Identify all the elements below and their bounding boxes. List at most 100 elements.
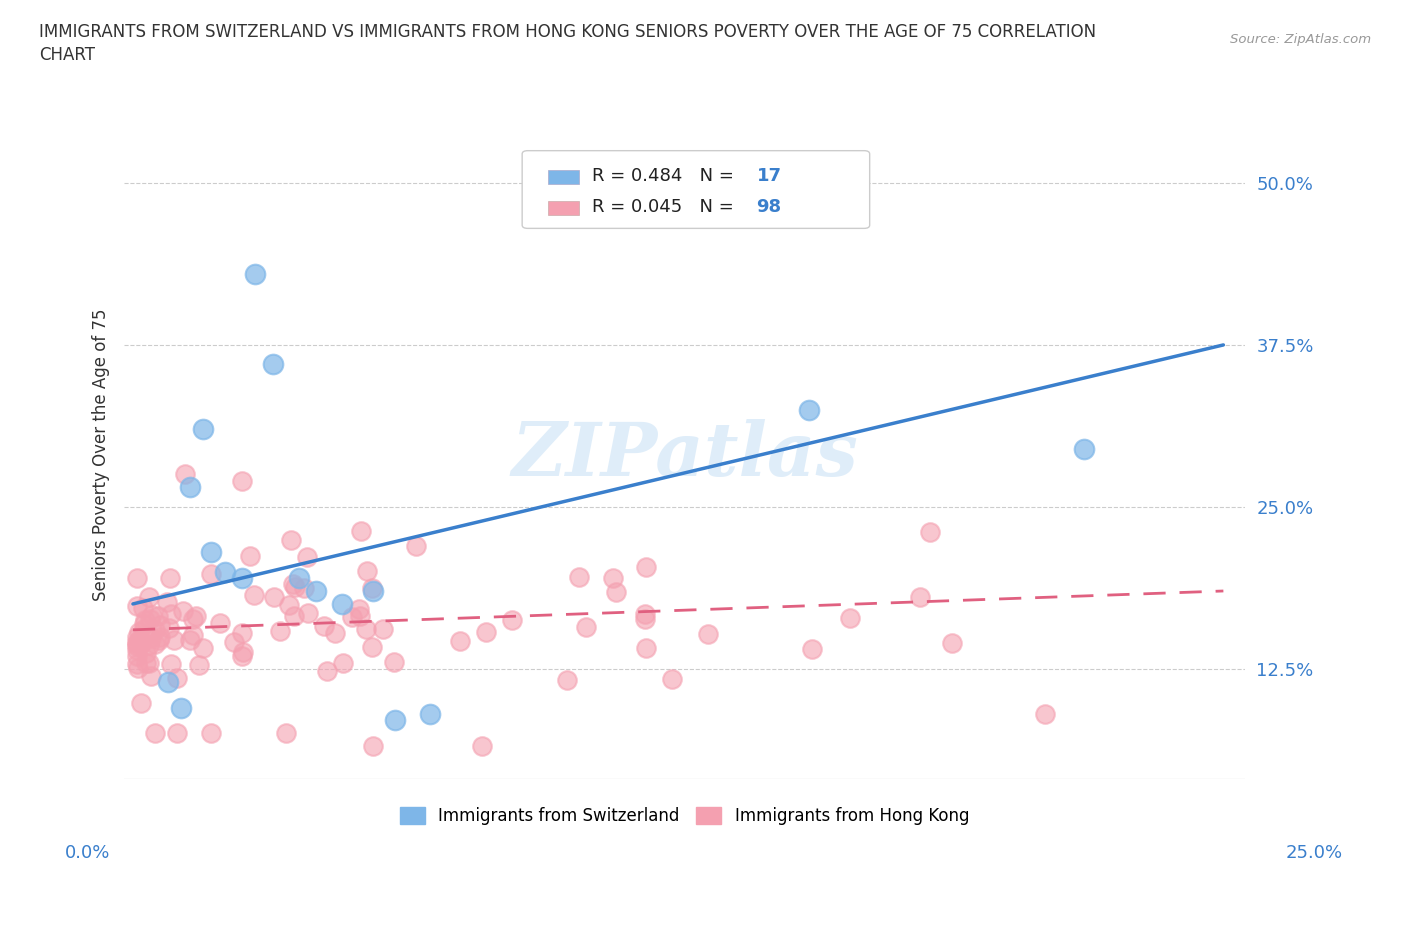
Point [127, 648, 149, 663]
FancyBboxPatch shape [522, 151, 870, 229]
Text: Source: ZipAtlas.com: Source: ZipAtlas.com [1230, 33, 1371, 46]
Point [373, 622, 395, 637]
Point [127, 637, 149, 652]
Point [696, 626, 718, 641]
Bar [548, 201, 579, 216]
Point [143, 726, 166, 741]
Bar [548, 170, 579, 184]
Point [159, 571, 181, 586]
Point [139, 669, 162, 684]
Point [287, 571, 309, 586]
Point [330, 596, 353, 611]
Point [243, 588, 266, 603]
Point [350, 524, 373, 538]
Point [172, 604, 194, 618]
Point [179, 480, 201, 495]
Point [139, 631, 162, 645]
Point [262, 357, 284, 372]
Point [127, 599, 149, 614]
Point [315, 664, 337, 679]
Point [156, 594, 179, 609]
Point [138, 656, 160, 671]
Text: 0.0%: 0.0% [65, 844, 110, 862]
Point [134, 613, 156, 628]
Point [224, 634, 246, 649]
Point [314, 618, 336, 633]
Point [360, 581, 382, 596]
Point [149, 618, 172, 632]
Point [297, 605, 319, 620]
Point [634, 640, 657, 655]
Point [382, 655, 405, 670]
Point [129, 637, 152, 652]
Point [166, 726, 188, 741]
Point [475, 625, 498, 640]
Point [231, 648, 253, 663]
Point [141, 607, 163, 622]
Point [231, 571, 253, 586]
Legend: Immigrants from Switzerland, Immigrants from Hong Kong: Immigrants from Switzerland, Immigrants … [401, 807, 969, 826]
Point [941, 636, 963, 651]
Point [191, 421, 214, 436]
Point [127, 639, 149, 654]
Point [555, 672, 578, 687]
Point [181, 612, 204, 627]
Point [305, 583, 328, 598]
Point [284, 580, 307, 595]
Point [163, 632, 186, 647]
Point [277, 598, 299, 613]
Point [157, 621, 180, 636]
Point [349, 609, 371, 624]
Point [634, 606, 657, 621]
Point [839, 611, 862, 626]
Point [661, 671, 683, 686]
Point [239, 549, 262, 564]
Point [209, 615, 232, 630]
Point [135, 656, 157, 671]
Point [214, 565, 236, 579]
Point [347, 601, 370, 616]
Point [135, 645, 157, 660]
Point [1033, 707, 1056, 722]
Point [918, 525, 941, 540]
Point [129, 696, 152, 711]
Point [200, 726, 222, 741]
Y-axis label: Seniors Poverty Over the Age of 75: Seniors Poverty Over the Age of 75 [93, 309, 110, 602]
Point [908, 590, 931, 604]
Point [295, 550, 318, 565]
Point [1073, 441, 1095, 456]
Point [127, 657, 149, 671]
Point [138, 590, 160, 604]
Point [191, 641, 214, 656]
Point [801, 642, 824, 657]
Point [127, 630, 149, 644]
Point [143, 623, 166, 638]
Point [419, 707, 441, 722]
Point [200, 567, 222, 582]
Point [160, 606, 183, 621]
Point [283, 608, 305, 623]
Point [231, 625, 253, 640]
Point [356, 564, 378, 578]
Text: R = 0.484   N =: R = 0.484 N = [592, 166, 740, 185]
Point [501, 613, 523, 628]
Point [361, 583, 384, 598]
Text: R = 0.045   N =: R = 0.045 N = [592, 198, 740, 216]
Point [143, 636, 166, 651]
Point [342, 610, 364, 625]
Point [187, 658, 209, 672]
Point [127, 571, 149, 586]
Point [602, 571, 624, 586]
Point [449, 633, 471, 648]
Text: ZIPatlas: ZIPatlas [512, 418, 858, 491]
Point [128, 631, 150, 646]
Point [283, 577, 305, 591]
Point [384, 713, 406, 728]
Point [405, 538, 427, 553]
Point [471, 739, 494, 754]
Point [148, 632, 170, 647]
Point [139, 612, 162, 627]
Point [354, 621, 377, 636]
Point [292, 580, 315, 595]
Point [146, 608, 169, 623]
